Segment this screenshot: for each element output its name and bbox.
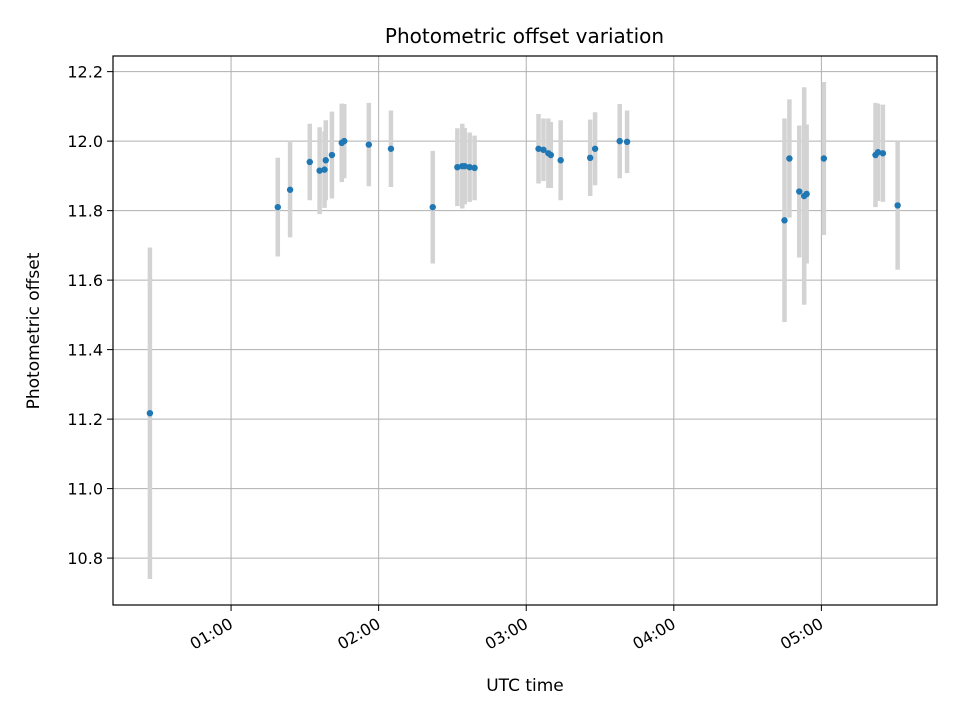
data-point <box>454 163 461 171</box>
data-point <box>274 203 281 211</box>
data-point <box>540 146 547 154</box>
data-point <box>586 154 594 162</box>
data-point <box>803 190 810 198</box>
y-tick-label: 11.4 <box>67 341 103 360</box>
x-axis-title: UTC time <box>486 676 564 696</box>
grid <box>113 56 937 605</box>
y-tick-label: 11.0 <box>67 480 103 499</box>
y-tick-label: 12.2 <box>67 63 103 82</box>
data-point <box>341 137 348 145</box>
data-point <box>820 155 828 162</box>
data-point <box>879 150 887 157</box>
data-point <box>328 151 336 159</box>
data-point <box>781 217 788 224</box>
y-tick-label: 11.8 <box>67 202 103 221</box>
data-point <box>316 167 323 174</box>
y-tick-label: 10.8 <box>67 549 103 568</box>
y-tick-label: 12.0 <box>67 132 103 151</box>
data-point <box>466 163 473 171</box>
data-point <box>146 409 154 417</box>
data-point <box>623 138 631 146</box>
data-point <box>786 155 793 162</box>
data-point <box>387 145 395 152</box>
y-axis-title: Photometric offset <box>24 252 44 409</box>
data-point <box>321 166 328 173</box>
y-tick-label: 11.2 <box>67 410 103 429</box>
plot-frame <box>112 55 938 606</box>
data-point <box>557 157 564 164</box>
data-point <box>429 203 436 211</box>
data-point <box>471 164 478 172</box>
data-point <box>547 151 555 159</box>
data-point <box>461 162 468 170</box>
data-points <box>146 137 901 417</box>
data-point <box>286 186 294 193</box>
data-point <box>535 145 542 152</box>
data-point <box>796 188 803 195</box>
data-point <box>306 158 313 166</box>
data-point <box>874 149 882 156</box>
data-point <box>616 137 623 145</box>
data-point <box>591 145 599 152</box>
data-point <box>894 202 901 209</box>
data-point <box>365 141 373 148</box>
y-tick-label: 11.6 <box>67 271 103 290</box>
data-point <box>322 157 329 164</box>
chart-title: Photometric offset variation <box>385 24 664 48</box>
y-axis: 10.8 11.0 11.2 11.4 11.6 11.8 12.0 12.2 <box>67 63 113 568</box>
